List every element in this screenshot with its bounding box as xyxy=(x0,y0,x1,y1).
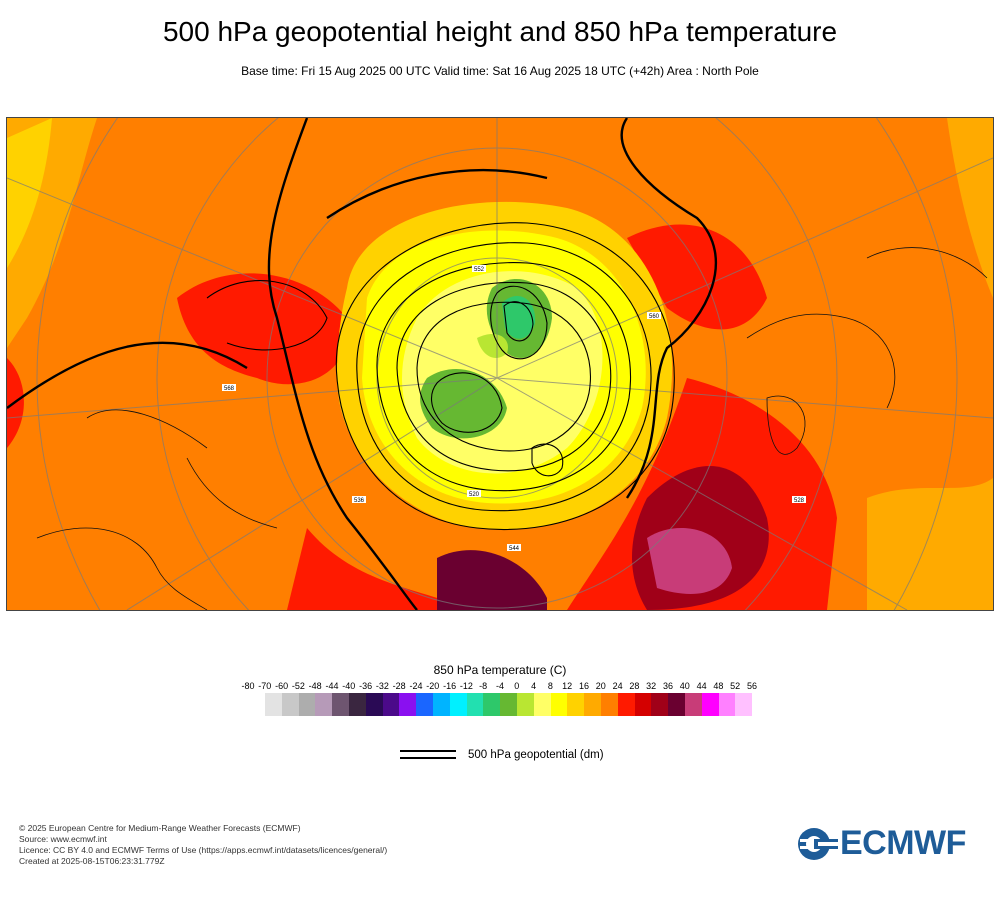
temperature-region xyxy=(647,528,732,594)
legend-tick-label: -48 xyxy=(308,681,322,691)
contour-label: 536 xyxy=(354,498,365,504)
legend-tick-label: 32 xyxy=(646,681,657,691)
footer-source: Source: www.ecmwf.int xyxy=(19,834,107,844)
temperature-region xyxy=(7,118,52,268)
legend-swatch xyxy=(315,693,333,716)
legend-tick-label: -80 xyxy=(241,681,255,691)
footer: © 2025 European Centre for Medium-Range … xyxy=(19,823,387,867)
chart-title: 500 hPa geopotential height and 850 hPa … xyxy=(162,16,838,47)
legend-tick-label: -36 xyxy=(359,681,373,691)
legend-tick-label: 52 xyxy=(730,681,741,691)
contour-labels: 552 560 568 576 584 536 544 520 528 xyxy=(222,265,806,552)
legend-tick-label: 0 xyxy=(514,681,520,691)
legend-swatch xyxy=(735,693,753,716)
legend-tick-label: -24 xyxy=(409,681,423,691)
legend-swatch xyxy=(332,693,349,716)
temperature-region xyxy=(477,333,508,358)
contour-label: 552 xyxy=(474,267,485,273)
legend-swatch xyxy=(348,693,366,716)
legend-tick-label: -44 xyxy=(325,681,339,691)
legend-tick-label: -32 xyxy=(375,681,389,691)
legend-colorbar xyxy=(265,693,753,716)
legend-tick-label: 16 xyxy=(578,681,590,691)
legend-swatch xyxy=(567,693,585,716)
legend-swatch xyxy=(382,693,400,716)
legend-swatch xyxy=(466,693,484,716)
temperature-region xyxy=(420,369,507,439)
legend-tick-label: 24 xyxy=(612,681,623,691)
contour-label: 568 xyxy=(224,386,235,392)
legend-tick-label: -40 xyxy=(342,681,356,691)
contour-line-sample xyxy=(400,750,456,764)
chart-subtitle: Base time: Fri 15 Aug 2025 00 UTC Valid … xyxy=(241,64,759,78)
legend-swatch xyxy=(533,693,551,716)
legend-tick-label: -16 xyxy=(443,681,457,691)
legend-swatch xyxy=(432,693,450,716)
legend-swatch xyxy=(701,693,719,716)
legend-tick-label: 36 xyxy=(662,681,674,691)
legend-tick-label: -12 xyxy=(459,681,473,691)
contour-label: 544 xyxy=(509,546,520,552)
legend-tick-label: 28 xyxy=(629,681,640,691)
geopotential-legend-label: 500 hPa geopotential (dm) xyxy=(468,749,604,761)
legend-swatch xyxy=(365,693,383,716)
legend-swatch xyxy=(651,693,669,716)
legend-tick-label: 56 xyxy=(746,681,758,691)
legend-swatch xyxy=(416,693,433,716)
legend-tick-label: -28 xyxy=(392,681,406,691)
legend-swatch xyxy=(617,693,635,716)
temperature-region xyxy=(627,224,767,330)
legend-swatch xyxy=(718,693,736,716)
legend-swatch xyxy=(634,693,652,716)
legend-swatch xyxy=(265,693,282,716)
footer-created: Created at 2025-08-15T06:23:31.779Z xyxy=(19,856,165,866)
legend-swatch xyxy=(516,693,534,716)
contour-label: 560 xyxy=(649,314,660,320)
legend-tick-label: 20 xyxy=(595,681,606,691)
footer-copyright: © 2025 European Centre for Medium-Range … xyxy=(19,823,301,833)
legend-tick-label: -52 xyxy=(291,681,305,691)
geopotential-legend: 500 hPa geopotential (dm) xyxy=(400,748,700,768)
contour-label: 520 xyxy=(469,492,480,498)
legend-swatch xyxy=(298,693,316,716)
legend-tick-label: -60 xyxy=(275,681,289,691)
geopotential-contours-thick xyxy=(7,118,718,610)
legend-swatch xyxy=(281,693,299,716)
footer-licence: Licence: CC BY 4.0 and ECMWF Terms of Us… xyxy=(19,845,388,855)
legend-tick-label: 48 xyxy=(713,681,724,691)
temperature-region xyxy=(287,528,467,610)
legend-swatch xyxy=(668,693,685,716)
ecmwf-logo-text: ECMWF xyxy=(840,824,966,862)
legend-ticks: -80 -70 -60 -52 -48 -44 -40 -36 -32 -28 -24 -20 -16-… xyxy=(0,681,1000,693)
ecmwf-logo-icon xyxy=(798,828,838,860)
map-canvas: 552 560 568 576 584 536 544 520 528 xyxy=(7,118,993,610)
legend-tick-label: -70 xyxy=(258,681,272,691)
weather-map[interactable]: 552 560 568 576 584 536 544 520 528 xyxy=(6,117,994,611)
graticule xyxy=(7,118,993,610)
contour-label: 528 xyxy=(794,498,805,504)
legend-tick-label: -4 xyxy=(495,681,505,691)
legend-swatch xyxy=(684,693,702,716)
temperature-region xyxy=(437,550,547,610)
legend-tick-label: 8 xyxy=(547,681,553,691)
legend-tick-label: 4 xyxy=(531,681,537,691)
legend-tick-label: 12 xyxy=(562,681,573,691)
geopotential-contours xyxy=(206,222,675,531)
legend-tick-label: -20 xyxy=(426,681,440,691)
legend-swatch xyxy=(483,693,501,716)
legend-swatch xyxy=(449,693,467,716)
legend-tick-label: 44 xyxy=(696,681,707,691)
legend-swatch xyxy=(600,693,618,716)
legend-title: 850 hPa temperature (C) xyxy=(433,663,567,677)
legend-swatch xyxy=(399,693,417,716)
ecmwf-logo: ECMWF xyxy=(796,824,982,862)
temperature-region xyxy=(177,273,349,385)
legend-tick-label: 40 xyxy=(679,681,690,691)
legend-swatch xyxy=(584,693,601,716)
legend-swatch xyxy=(500,693,517,716)
temperature-region xyxy=(867,478,993,610)
legend-swatch xyxy=(550,693,568,716)
legend-tick-label: -8 xyxy=(479,681,488,691)
